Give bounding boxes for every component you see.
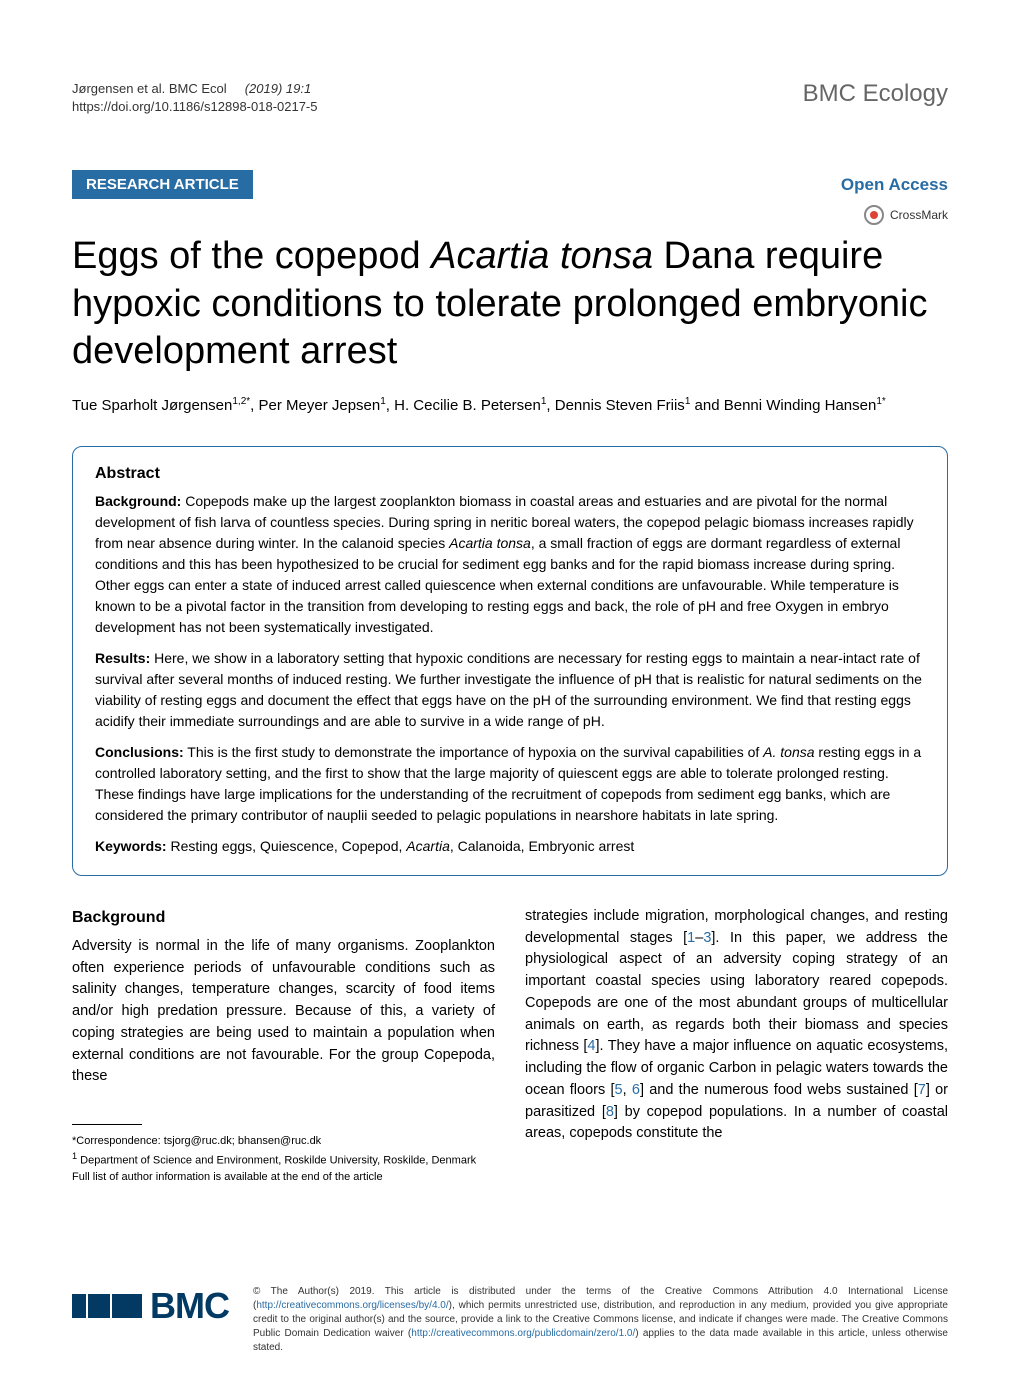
crossmark-label: CrossMark	[890, 208, 948, 222]
right-text-2: ]. In this paper, we address the physiol…	[525, 930, 948, 1055]
crossmark-badge[interactable]: CrossMark	[72, 205, 948, 225]
article-title: Eggs of the copepod Acartia tonsa Dana r…	[72, 233, 948, 376]
bmc-text: BMC	[150, 1285, 229, 1327]
doi-link[interactable]: https://doi.org/10.1186/s12898-018-0217-…	[72, 98, 318, 116]
title-part1: Eggs of the copepod	[72, 235, 431, 277]
open-access-label: Open Access	[841, 175, 948, 195]
header-meta: Jørgensen et al. BMC Ecol (2019) 19:1 ht…	[72, 80, 948, 116]
keywords: Keywords: Resting eggs, Quiescence, Cope…	[95, 836, 925, 857]
right-text-4: ] and the numerous food webs sustained [	[640, 1082, 918, 1098]
left-column-text: Adversity is normal in the life of many …	[72, 936, 495, 1088]
article-type-badge: RESEARCH ARTICLE	[72, 170, 253, 199]
left-column: Background Adversity is normal in the li…	[72, 906, 495, 1185]
citation-block: Jørgensen et al. BMC Ecol (2019) 19:1 ht…	[72, 80, 318, 116]
keywords-text: Resting eggs, Quiescence, Copepod, Acart…	[167, 838, 635, 854]
bmc-logo: BMC	[72, 1285, 229, 1327]
abstract-conclusions-label: Conclusions:	[95, 744, 184, 760]
right-column: strategies include migration, morphologi…	[525, 906, 948, 1185]
article-type-bar: RESEARCH ARTICLE Open Access	[72, 166, 948, 203]
affiliation-line: 1 Department of Science and Environment,…	[72, 1150, 495, 1169]
abstract-heading: Abstract	[95, 465, 925, 483]
citation-authors: Jørgensen et al. BMC Ecol	[72, 81, 227, 96]
ref-6[interactable]: 6	[632, 1082, 640, 1098]
license-url-1[interactable]: http://creativecommons.org/licenses/by/4…	[256, 1300, 448, 1311]
ref-4[interactable]: 4	[587, 1038, 595, 1054]
license-url-2[interactable]: http://creativecommons.org/publicdomain/…	[411, 1328, 635, 1339]
body-columns: Background Adversity is normal in the li…	[72, 906, 948, 1185]
abstract-results: Results: Here, we show in a laboratory s…	[95, 648, 925, 732]
citation-year-vol: (2019) 19:1	[245, 81, 312, 96]
title-italic-species: Acartia tonsa	[431, 235, 653, 277]
abstract-conclusions: Conclusions: This is the first study to …	[95, 742, 925, 826]
correspondence-line: *Correspondence: tsjorg@ruc.dk; bhansen@…	[72, 1133, 495, 1150]
ref-5[interactable]: 5	[615, 1082, 623, 1098]
license-text: © The Author(s) 2019. This article is di…	[253, 1285, 948, 1355]
footnotes: *Correspondence: tsjorg@ruc.dk; bhansen@…	[72, 1133, 495, 1185]
abstract-background: Background: Copepods make up the largest…	[95, 491, 925, 638]
author-list: Tue Sparholt Jørgensen1,2*, Per Meyer Je…	[72, 394, 948, 418]
background-heading: Background	[72, 906, 495, 930]
ref-7[interactable]: 7	[918, 1082, 926, 1098]
ref-8[interactable]: 8	[606, 1104, 614, 1120]
page-footer: BMC © The Author(s) 2019. This article i…	[0, 1265, 1020, 1395]
footnote-divider	[72, 1124, 142, 1125]
ref-comma: ,	[623, 1082, 632, 1098]
abstract-background-label: Background:	[95, 493, 181, 509]
full-list-line: Full list of author information is avail…	[72, 1169, 495, 1186]
abstract-background-text: Copepods make up the largest zooplankton…	[95, 493, 914, 635]
journal-name: BMC Ecology	[803, 80, 948, 116]
keywords-label: Keywords:	[95, 838, 167, 854]
crossmark-icon	[864, 205, 884, 225]
bmc-mark-icon	[72, 1294, 142, 1318]
abstract-conclusions-text: This is the first study to demonstrate t…	[95, 744, 921, 823]
abstract-box: Abstract Background: Copepods make up th…	[72, 446, 948, 876]
abstract-results-text: Here, we show in a laboratory setting th…	[95, 650, 922, 729]
abstract-results-label: Results:	[95, 650, 150, 666]
